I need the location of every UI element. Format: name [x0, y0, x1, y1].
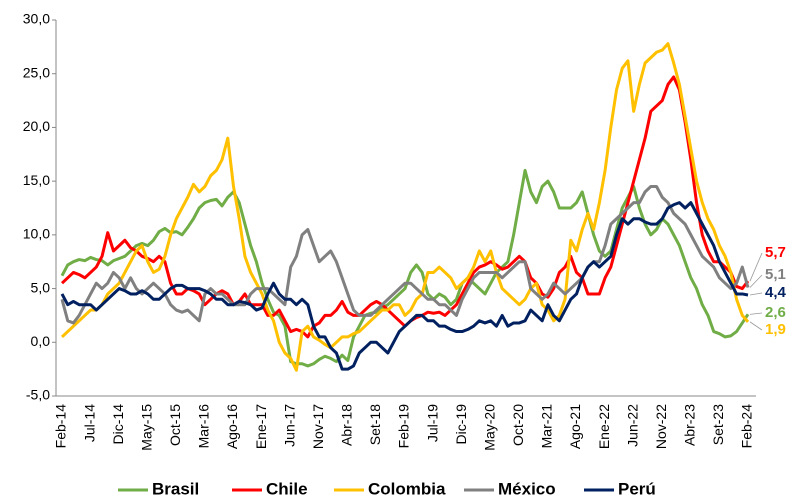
data-label: 2,6: [765, 304, 786, 321]
x-tick-label: Jun-22: [624, 404, 640, 447]
x-tick-label: Nov-17: [310, 404, 326, 449]
y-tick-label: 15,0: [23, 172, 50, 188]
leader-line: [749, 312, 763, 315]
data-label: 4,4: [765, 284, 787, 301]
x-tick-label: Ago-16: [224, 404, 240, 449]
y-tick-label: 5,0: [31, 279, 51, 295]
x-tick-label: Dic-14: [110, 404, 126, 445]
legend-label: Brasil: [152, 479, 199, 498]
series-line: [60, 185, 750, 325]
legend-label: Colombia: [368, 479, 446, 498]
leader-line: [749, 274, 763, 288]
x-tick-label: Abr-18: [339, 404, 355, 446]
leader-line: [749, 252, 763, 282]
x-tick-label: Jul-14: [81, 404, 97, 442]
y-tick-label: -5,0: [26, 387, 50, 403]
y-tick-label: 30,0: [23, 11, 50, 27]
x-tick-label: Feb-24: [739, 404, 755, 449]
x-tick-label: Mar-21: [539, 404, 555, 449]
legend-label: Chile: [266, 479, 308, 498]
data-label: 5,1: [765, 266, 786, 283]
x-tick-label: Set-18: [367, 404, 383, 445]
leader-line: [749, 321, 763, 331]
x-tick-label: Oct-15: [167, 404, 183, 446]
data-label: 1,9: [765, 321, 786, 338]
x-tick-label: Ene-22: [596, 404, 612, 449]
x-tick-label: Feb-14: [53, 404, 69, 449]
leader-line: [749, 292, 763, 296]
y-tick-label: 10,0: [23, 226, 50, 242]
x-tick-label: Ago-21: [567, 404, 583, 449]
x-tick-label: Ene-17: [253, 404, 269, 449]
series-line: [60, 75, 750, 339]
x-tick-label: Jun-17: [281, 404, 297, 447]
x-tick-label: Feb-19: [396, 404, 412, 449]
x-tick-label: Nov-22: [653, 404, 669, 449]
y-tick-label: 25,0: [23, 64, 50, 80]
x-tick-label: Oct-20: [510, 404, 526, 446]
y-tick-label: 0,0: [31, 333, 51, 349]
x-tick-label: Abr-23: [682, 404, 698, 446]
data-label: 5,7: [765, 244, 786, 261]
x-tick-label: May-20: [481, 404, 497, 451]
x-tick-label: Mar-16: [196, 404, 212, 449]
x-tick-label: May-15: [138, 404, 154, 451]
x-tick-label: Dic-19: [453, 404, 469, 445]
legend-label: México: [498, 479, 556, 498]
y-tick-label: 20,0: [23, 118, 50, 134]
series-line: [60, 42, 750, 372]
x-tick-label: Jul-19: [424, 404, 440, 442]
series-line: [60, 168, 750, 368]
series-line: [60, 201, 749, 371]
legend-label: Perú: [618, 479, 656, 498]
x-tick-label: Set-23: [710, 404, 726, 445]
